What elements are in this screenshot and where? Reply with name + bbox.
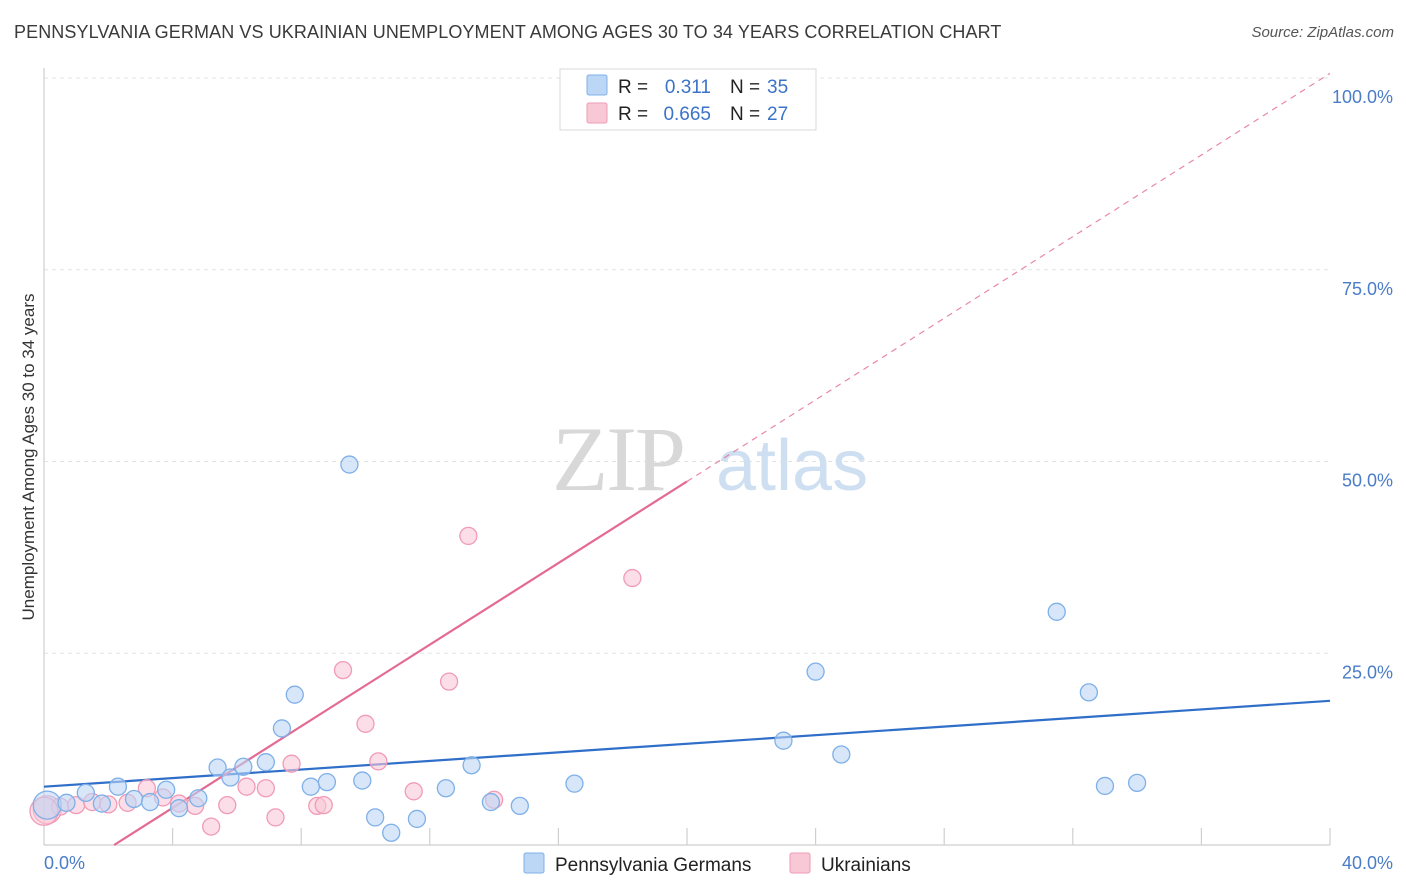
point-pennsylvania-18 [340, 455, 359, 474]
point-pennsylvania-1 [57, 793, 76, 812]
point-pennsylvania-5 [124, 789, 144, 809]
legend-swatch-pennsylvania [586, 74, 608, 96]
y-tick-label-25: 25.0% [1342, 662, 1393, 682]
trend-line-pennsylvania [43, 699, 1331, 788]
point-pennsylvania-26 [510, 796, 529, 816]
bottom-legend: Pennsylvania Germans Ukrainians [523, 852, 911, 876]
point-pennsylvania-10 [208, 758, 227, 777]
point-ukrainians-10 [202, 817, 221, 836]
point-pennsylvania-23 [436, 779, 456, 798]
point-pennsylvania-28 [774, 731, 793, 750]
watermark-atlas: atlas [716, 426, 868, 506]
legend-swatch-ukrainians [586, 102, 608, 124]
y-tick-label-100: 100.0% [1332, 87, 1393, 107]
legend-r-label-1: R = [618, 77, 648, 98]
point-pennsylvania-34 [1127, 773, 1147, 793]
point-ukrainians-22 [439, 672, 459, 691]
point-pennsylvania-6 [140, 792, 160, 812]
y-tick-label-50: 50.0% [1342, 471, 1393, 491]
point-pennsylvania-20 [365, 808, 385, 827]
y-axis-label: Unemployment Among Ages 30 to 34 years [19, 294, 38, 621]
bottom-legend-swatch-ukrainians [789, 852, 811, 874]
point-pennsylvania-19 [353, 771, 372, 790]
watermark-zip: ZIP [552, 408, 684, 510]
point-pennsylvania-21 [382, 823, 401, 842]
trend-line-ukrainians [113, 480, 688, 846]
bottom-legend-label-pennsylvania: Pennsylvania Germans [555, 855, 751, 876]
legend-n-value-2: 27 [767, 104, 788, 125]
point-pennsylvania-30 [832, 745, 851, 764]
point-ukrainians-21 [404, 782, 423, 801]
point-pennsylvania-14 [272, 719, 292, 738]
point-pennsylvania-33 [1095, 776, 1115, 796]
point-ukrainians-13 [256, 779, 275, 798]
legend-n-value-1: 35 [767, 77, 788, 98]
point-ukrainians-15 [282, 754, 301, 773]
point-pennsylvania-27 [565, 774, 584, 793]
point-pennsylvania-24 [462, 756, 481, 775]
point-pennsylvania-31 [1047, 602, 1066, 621]
point-ukrainians-11 [218, 795, 237, 815]
gridlines [44, 77, 1330, 654]
y-tick-labels: 25.0% 50.0% 75.0% 100.0% [1332, 87, 1393, 682]
bottom-legend-label-ukrainians: Ukrainians [821, 855, 911, 876]
point-pennsylvania-11 [221, 768, 240, 787]
legend-r-value-1: 0.311 [665, 77, 711, 98]
point-pennsylvania-25 [481, 792, 501, 812]
point-pennsylvania-17 [317, 772, 337, 792]
point-ukrainians-18 [333, 660, 353, 680]
x-tick-label-min: 0.0% [44, 853, 85, 873]
point-pennsylvania-9 [189, 789, 208, 808]
point-pennsylvania-12 [234, 757, 253, 776]
point-pennsylvania-4 [108, 777, 128, 796]
point-ukrainians-19 [356, 714, 375, 733]
point-ukrainians-20 [369, 752, 388, 771]
point-pennsylvania-15 [285, 685, 304, 704]
point-ukrainians-25 [623, 568, 642, 588]
legend-n-label-1: N = [730, 77, 760, 98]
y-tick-label-75: 75.0% [1342, 279, 1393, 299]
point-pennsylvania-2 [76, 783, 95, 802]
point-pennsylvania-32 [1079, 683, 1099, 702]
point-pennsylvania-22 [407, 809, 427, 829]
point-ukrainians-23 [459, 526, 478, 546]
trend-line-ukrainians-extension [686, 72, 1331, 482]
x-tick-marks [172, 828, 1331, 845]
point-pennsylvania-8 [169, 799, 189, 818]
legend-r-value-2: 0.665 [663, 104, 711, 125]
point-pennsylvania-3 [92, 794, 112, 813]
legend: R = 0.311 N = 35 R = 0.665 N = 27 [559, 68, 817, 131]
source-credit: Source: ZipAtlas.com [1251, 24, 1394, 41]
legend-n-label-2: N = [730, 104, 760, 125]
point-pennsylvania-29 [806, 662, 825, 681]
point-pennsylvania-0 [32, 790, 62, 820]
point-pennsylvania-7 [157, 780, 176, 799]
point-ukrainians-17 [314, 795, 333, 815]
legend-r-label-2: R = [618, 104, 648, 125]
point-ukrainians-14 [266, 808, 285, 827]
point-pennsylvania-16 [301, 777, 320, 796]
chart-title: PENNSYLVANIA GERMAN VS UKRAINIAN UNEMPLO… [14, 22, 1002, 42]
point-ukrainians-12 [237, 777, 256, 796]
x-tick-label-max: 40.0% [1342, 853, 1393, 873]
point-pennsylvania-13 [256, 753, 275, 772]
series-layer [29, 72, 1331, 846]
bottom-legend-swatch-pennsylvania [523, 852, 545, 874]
